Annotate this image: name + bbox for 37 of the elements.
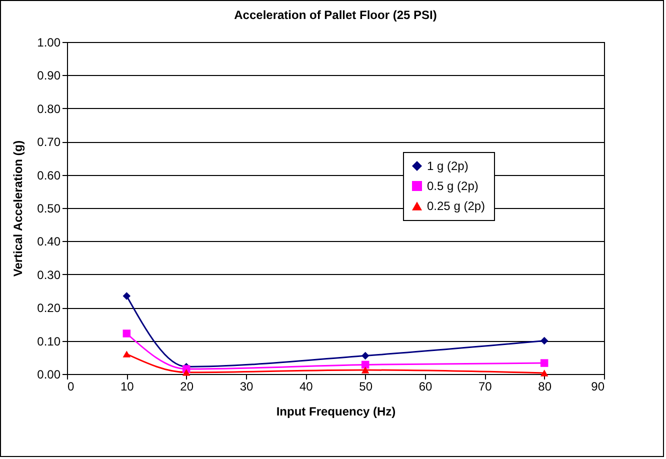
point <box>122 350 131 358</box>
x-tick-label: 30 <box>240 380 254 394</box>
x-tick-label: 40 <box>299 380 314 394</box>
x-tick-label: 90 <box>591 380 605 394</box>
y-axis-title: Vertical Acceleration (g) <box>11 140 26 277</box>
y-tick-label: 0.90 <box>37 68 61 83</box>
legend-label: 0.25 g (2p) <box>427 199 486 213</box>
x-tick-label: 50 <box>359 380 373 394</box>
y-tick-label: 0.20 <box>37 301 61 316</box>
point <box>122 292 131 300</box>
point <box>540 359 548 367</box>
point <box>361 360 370 369</box>
legend-label: 1 g (2p) <box>427 159 468 173</box>
point <box>361 366 370 374</box>
y-tick-label: 0.00 <box>37 368 61 382</box>
y-tick-label: 1.00 <box>37 36 61 50</box>
y-tick-label: 0.80 <box>37 102 61 116</box>
x-tick-label: 0 <box>68 380 74 394</box>
point <box>540 370 548 376</box>
point <box>361 352 370 360</box>
point <box>122 330 131 338</box>
point <box>182 368 190 376</box>
x-tick-label: 70 <box>478 380 492 394</box>
x-tick-label: 80 <box>538 380 552 394</box>
legend-label: 0.5 g (2p) <box>427 179 478 193</box>
x-tick-label: 60 <box>418 380 432 394</box>
y-tick-label: 0.30 <box>37 268 61 282</box>
y-tick-label: 0.40 <box>37 234 61 249</box>
y-tick-label: 0.60 <box>37 168 61 182</box>
x-tick-label: 20 <box>180 380 194 394</box>
y-tick-label: 0.10 <box>37 334 61 348</box>
x-axis-title: Input Frequency (Hz) <box>276 404 396 418</box>
y-tick-label: 0.50 <box>37 202 61 216</box>
y-tick-label: 0.70 <box>37 135 61 150</box>
point <box>540 336 548 345</box>
x-tick-label: 10 <box>120 380 134 394</box>
chart-title: Acceleration of Pallet Floor (25 PSI) <box>234 8 437 22</box>
